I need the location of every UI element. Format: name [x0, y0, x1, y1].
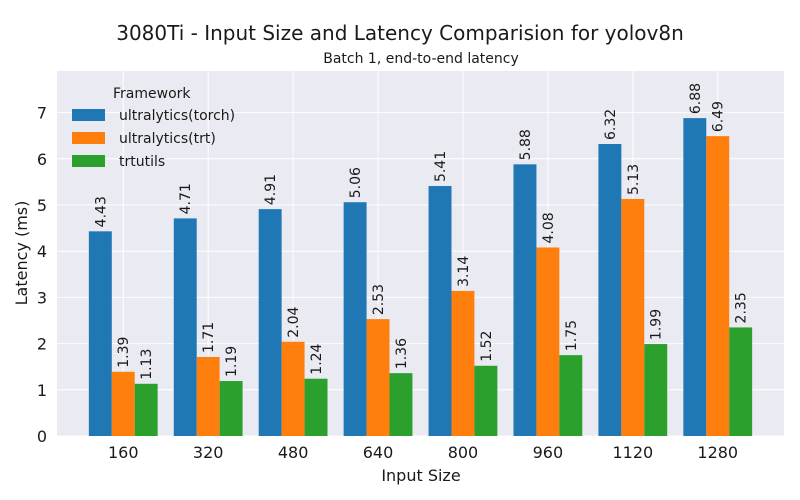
y-tick-label: 7 [37, 104, 47, 123]
bar-value-label: 5.06 [348, 167, 364, 198]
x-tick-label: 480 [278, 443, 309, 462]
y-tick-label: 1 [37, 381, 47, 400]
x-tick-label: 1120 [612, 443, 653, 462]
bar-value-label: 5.41 [433, 151, 449, 182]
legend-swatch [72, 155, 105, 167]
x-tick-label: 320 [193, 443, 224, 462]
bar [474, 365, 498, 436]
bar-value-label: 4.71 [178, 183, 194, 214]
bar-value-label: 1.24 [309, 343, 325, 374]
bar-value-label: 1.99 [649, 309, 665, 340]
bar-value-label: 6.49 [711, 101, 727, 132]
bar [729, 327, 753, 436]
bar [644, 344, 668, 436]
x-tick-label: 960 [533, 443, 564, 462]
bar-value-label: 1.71 [201, 322, 217, 353]
bar [88, 231, 112, 436]
legend-swatch [72, 109, 105, 121]
bar-value-label: 4.08 [541, 212, 557, 243]
x-tick-label: 800 [448, 443, 479, 462]
bar [513, 164, 537, 437]
bar [706, 136, 730, 436]
bar [451, 290, 475, 436]
bar [111, 371, 135, 436]
legend-swatch [72, 132, 105, 144]
legend-entry-label: trtutils [119, 154, 165, 170]
y-tick-label: 6 [37, 150, 47, 169]
bar-value-label: 5.88 [518, 129, 534, 160]
bar-value-label: 4.43 [93, 196, 109, 227]
bar [389, 373, 413, 436]
bar-value-label: 2.53 [371, 284, 387, 315]
bar [281, 341, 305, 436]
bar [173, 218, 197, 436]
bar [343, 202, 367, 436]
y-tick-label: 0 [37, 427, 47, 446]
x-axis-label: Input Size [381, 466, 460, 485]
bar-value-label: 5.13 [626, 164, 642, 195]
bar-value-label: 2.04 [286, 306, 302, 337]
y-tick-label: 3 [37, 288, 47, 307]
bar-value-label: 2.35 [734, 292, 750, 323]
chart-title: 3080Ti - Input Size and Latency Comparis… [116, 21, 684, 45]
bar-value-label: 1.36 [394, 338, 410, 369]
bar [258, 209, 282, 436]
data-labels: 4.43 4.71 4.91 5.06 5.41 5.88 6.32 6.88 1.39 1.71… [93, 83, 749, 380]
y-tick-label: 2 [37, 335, 47, 354]
bar-value-label: 1.19 [224, 346, 240, 377]
bar [134, 383, 158, 436]
bar-value-label: 1.13 [139, 349, 155, 380]
chart-subtitle: Batch 1, end-to-end latency [323, 51, 519, 67]
bar [366, 319, 390, 436]
x-tick-label: 160 [108, 443, 139, 462]
plot-area [57, 71, 784, 436]
bar-value-label: 1.52 [479, 331, 495, 362]
legend-title: Framework [113, 86, 191, 102]
y-tick-label: 4 [37, 242, 47, 261]
bar-value-label: 1.75 [564, 320, 580, 351]
bar [428, 186, 452, 436]
y-tick-label: 5 [37, 196, 47, 215]
bar [304, 378, 328, 436]
legend-entry-label: ultralytics(trt) [119, 131, 216, 147]
bar-value-label: 3.14 [456, 256, 472, 287]
bar [598, 144, 622, 436]
bar [683, 118, 707, 436]
ticks: 0 1 2 3 4 5 6 7 160 320 480 640 800 960 1120 1280 [37, 104, 738, 462]
x-tick-label: 640 [363, 443, 394, 462]
y-axis-label: Latency (ms) [12, 201, 31, 306]
legend-entry-label: ultralytics(torch) [119, 108, 235, 124]
bar [559, 355, 583, 436]
bar-value-label: 6.32 [603, 109, 619, 140]
bar-value-label: 6.88 [688, 83, 704, 114]
bar-value-label: 1.39 [116, 337, 132, 368]
x-tick-label: 1280 [697, 443, 738, 462]
bar [536, 247, 560, 436]
bar [196, 356, 220, 436]
legend: Framework ultralytics(torch) ultralytics(… [72, 86, 235, 170]
bar [219, 381, 243, 436]
bar [621, 198, 645, 436]
bars [88, 118, 753, 437]
bar-value-label: 4.91 [263, 174, 279, 205]
